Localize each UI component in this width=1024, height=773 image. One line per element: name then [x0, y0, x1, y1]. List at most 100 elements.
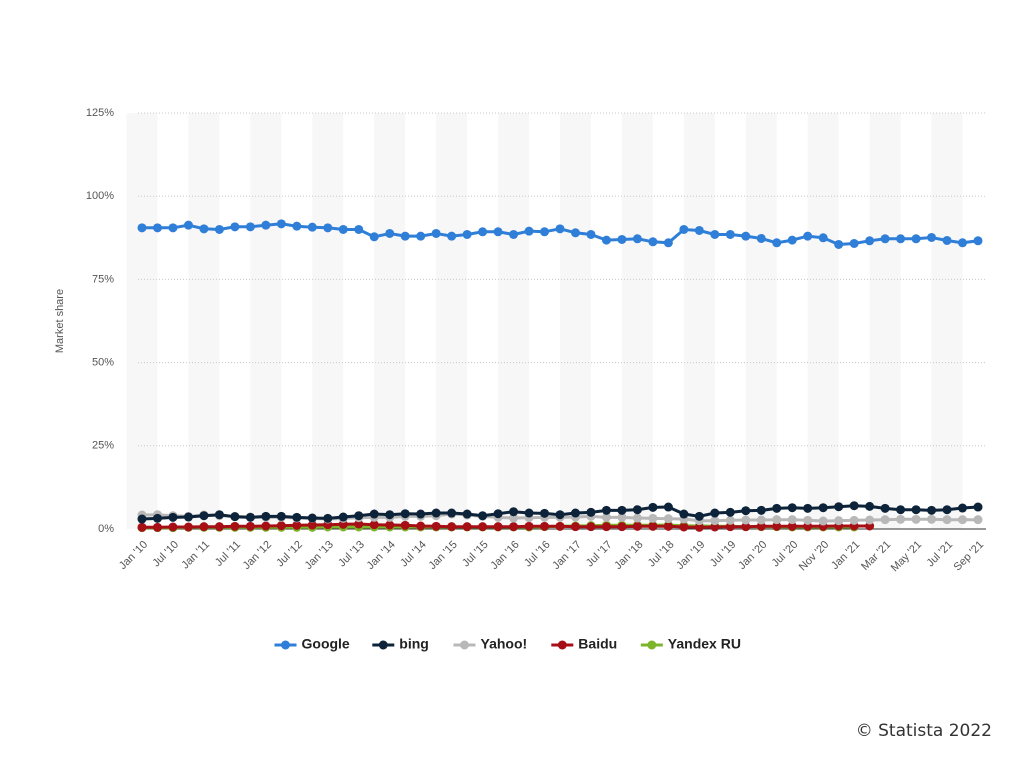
point — [570, 522, 580, 532]
point — [137, 223, 147, 233]
point — [663, 238, 673, 248]
x-tick-label: Jul '14 — [398, 539, 429, 570]
point — [323, 223, 333, 233]
x-tick-label: Nov '20 — [797, 539, 832, 574]
point — [385, 520, 395, 530]
point — [323, 513, 333, 523]
point — [478, 522, 488, 532]
point — [369, 509, 379, 519]
point — [354, 519, 364, 529]
point — [524, 508, 534, 518]
point — [911, 505, 921, 515]
point — [245, 512, 255, 522]
point — [896, 234, 906, 244]
legend-swatch-dot — [281, 640, 290, 650]
legend-label: bing — [399, 636, 429, 652]
point — [555, 224, 565, 234]
point — [493, 227, 503, 237]
point — [772, 515, 782, 525]
point — [958, 503, 968, 513]
point — [199, 224, 209, 234]
point — [601, 512, 611, 522]
point — [261, 511, 271, 521]
background-band — [436, 113, 468, 529]
point — [183, 522, 193, 532]
point — [137, 522, 147, 532]
legend-swatch-dot — [460, 640, 469, 650]
background-band — [126, 113, 158, 529]
point — [338, 512, 348, 522]
point — [787, 521, 797, 531]
point — [725, 522, 735, 532]
point — [710, 508, 720, 518]
x-tick-label: Jul '12 — [274, 539, 305, 570]
background-band — [869, 113, 901, 529]
point — [617, 505, 627, 515]
point — [725, 229, 735, 239]
point — [493, 509, 503, 519]
point — [911, 514, 921, 524]
point — [942, 515, 952, 525]
point — [617, 512, 627, 522]
point — [431, 508, 441, 518]
point — [168, 522, 178, 532]
point — [524, 226, 534, 236]
x-tick-label: Jan '15 — [426, 539, 459, 572]
point — [292, 520, 302, 530]
point — [756, 515, 766, 525]
x-tick-label: Jan '10 — [117, 539, 150, 572]
point — [385, 510, 395, 520]
point — [818, 503, 828, 513]
point — [679, 224, 689, 234]
point — [214, 522, 224, 532]
y-tick-label: 25% — [92, 440, 114, 452]
point — [230, 521, 240, 531]
y-tick-label: 75% — [92, 273, 114, 285]
point — [803, 503, 813, 513]
series — [137, 501, 983, 524]
point — [245, 521, 255, 531]
point — [261, 521, 271, 531]
point — [601, 505, 611, 515]
point — [927, 232, 937, 242]
point — [447, 231, 457, 241]
point — [601, 522, 611, 532]
point — [896, 505, 906, 515]
point — [601, 235, 611, 245]
point — [632, 513, 642, 523]
background-band — [188, 113, 220, 529]
point — [152, 223, 162, 233]
y-axis-label: Market share — [54, 289, 66, 353]
x-tick-label: Jul '13 — [336, 539, 367, 570]
legend-swatch-dot — [378, 640, 388, 650]
point — [168, 223, 178, 233]
point — [834, 516, 844, 526]
point — [725, 515, 735, 525]
background-band — [807, 113, 839, 529]
point — [865, 515, 875, 525]
x-tick-label: Jan '17 — [550, 539, 583, 572]
point — [694, 511, 704, 521]
point — [509, 507, 519, 517]
point — [199, 522, 209, 532]
x-tick-label: Jan '20 — [736, 539, 769, 572]
point — [756, 505, 766, 515]
point — [168, 512, 178, 522]
point — [152, 513, 162, 523]
point — [787, 235, 797, 245]
credit: © Statista 2022 — [856, 721, 992, 741]
point — [570, 508, 580, 518]
point — [617, 234, 627, 244]
background-band — [621, 113, 653, 529]
point — [137, 514, 147, 524]
point — [632, 521, 642, 531]
point — [927, 514, 937, 524]
point — [416, 521, 426, 531]
point — [276, 521, 286, 531]
point — [540, 521, 550, 531]
point — [849, 238, 859, 248]
x-tick-label: Jul '19 — [708, 539, 739, 570]
point — [632, 234, 642, 244]
point — [973, 502, 983, 512]
point — [385, 228, 395, 238]
